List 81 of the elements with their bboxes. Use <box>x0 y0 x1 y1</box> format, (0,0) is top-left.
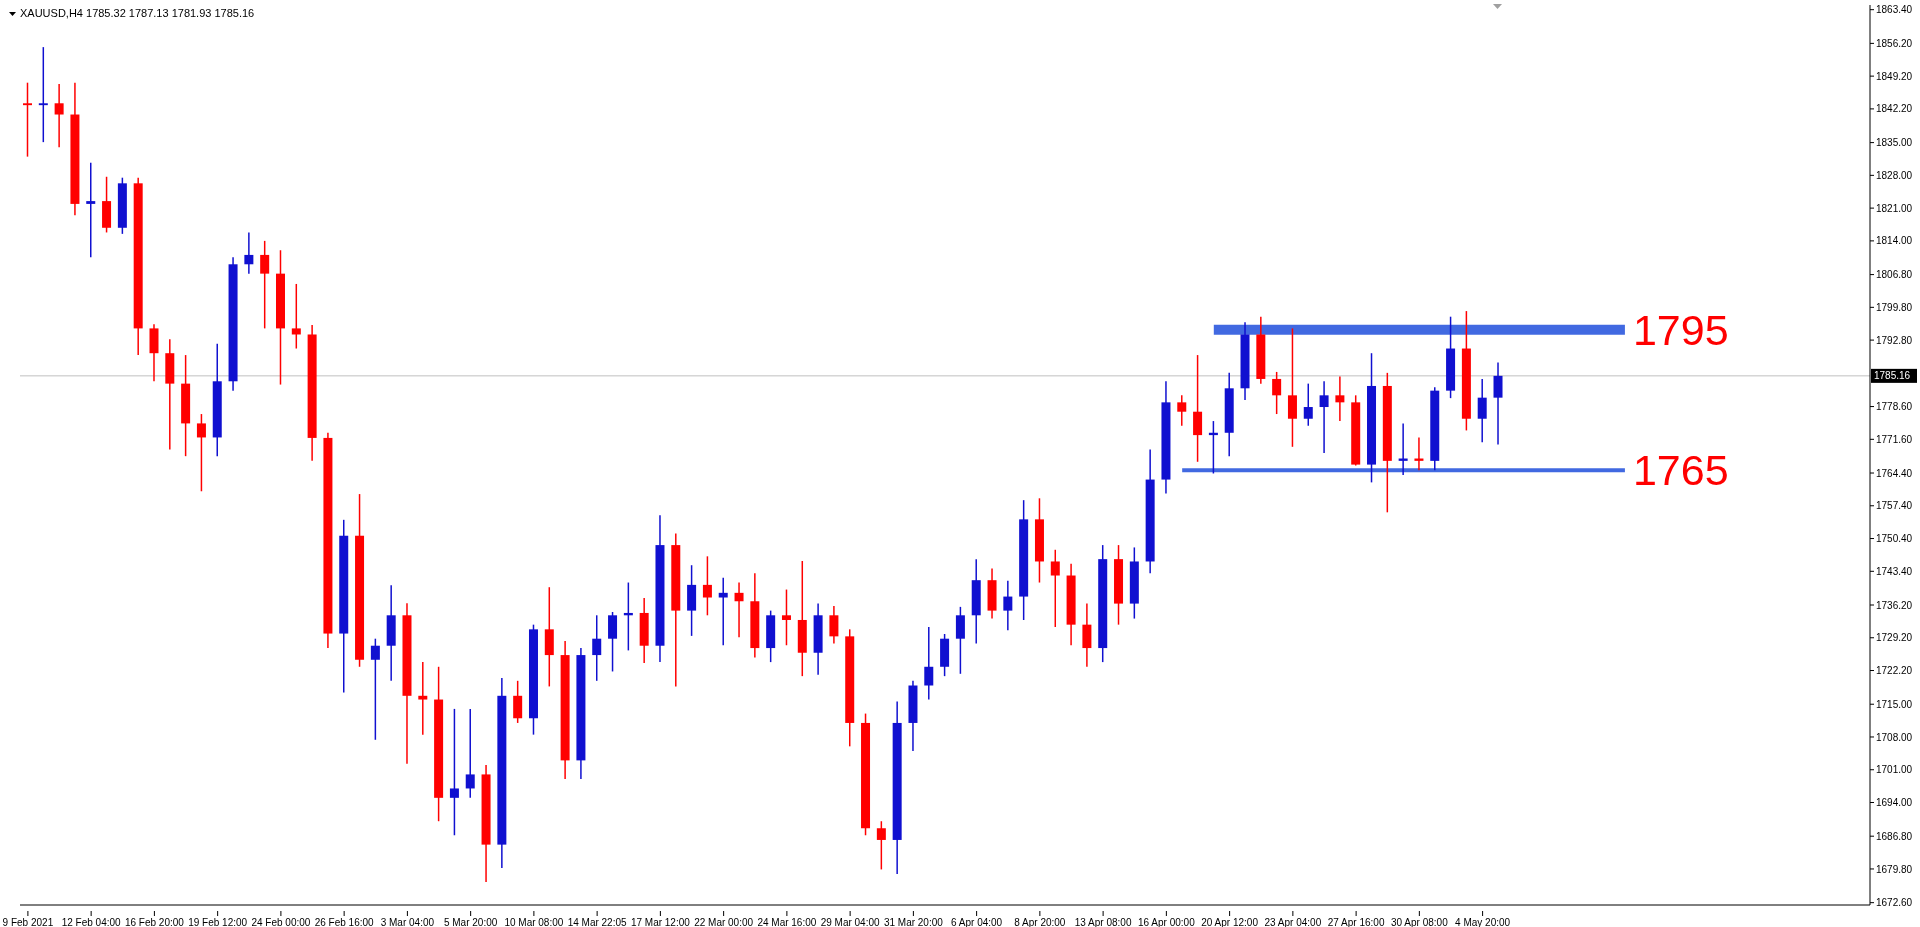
candlestick <box>924 626 934 701</box>
y-tick-label: 1828.00 <box>1876 169 1913 181</box>
x-tick-label: 22 Mar 00:00 <box>694 917 754 927</box>
x-tick-label: 10 Mar 08:00 <box>504 917 564 927</box>
x-tick-label: 14 Mar 22:05 <box>567 917 628 927</box>
x-tick-label: 29 Mar 04:00 <box>820 917 881 927</box>
chart-title: XAUUSD,H4 1785.32 1787.13 1781.93 1785.16 <box>20 7 255 20</box>
y-tick-label: 1679.80 <box>1876 863 1913 875</box>
y-tick-label: 1821.00 <box>1876 202 1913 214</box>
x-tick-label: 9 Feb 2021 <box>2 917 54 927</box>
candlestick <box>1303 382 1313 427</box>
candlestick <box>23 81 32 158</box>
x-tick-label: 17 Mar 12:00 <box>630 917 691 927</box>
candlestick <box>1177 394 1187 427</box>
candlestick <box>955 606 965 675</box>
y-tick-label: 1750.40 <box>1876 533 1913 545</box>
y-tick-label: 1757.40 <box>1876 500 1913 512</box>
candlestick <box>608 611 618 673</box>
candlestick <box>260 240 270 330</box>
candlestick <box>1477 378 1487 443</box>
y-tick-label: 1778.60 <box>1876 401 1913 413</box>
x-tick-label: 31 Mar 20:00 <box>883 917 944 927</box>
y-tick-label: 1686.80 <box>1876 830 1913 842</box>
candlestick <box>1319 380 1329 454</box>
y-tick-label: 1694.00 <box>1876 797 1913 809</box>
candlestick <box>1287 327 1297 448</box>
y-tick-label: 1722.20 <box>1876 665 1913 677</box>
y-tick-label: 1842.20 <box>1876 103 1913 115</box>
y-tick-label: 1799.80 <box>1876 301 1913 313</box>
candlestick <box>513 680 523 724</box>
y-tick-label: 1863.40 <box>1876 4 1913 16</box>
x-tick-label: 16 Feb 20:00 <box>124 917 185 927</box>
candlestick <box>829 605 839 645</box>
candlestick <box>1335 375 1345 422</box>
ref-line-label: 1765 <box>1632 446 1729 495</box>
y-tick-label: 1729.20 <box>1876 632 1913 644</box>
candlestick <box>449 708 459 837</box>
y-tick-label: 1814.00 <box>1876 235 1913 247</box>
candlestick <box>86 161 96 259</box>
x-tick-label: 3 Mar 04:00 <box>380 917 435 927</box>
candlestick <box>418 661 428 736</box>
y-tick-label: 1792.80 <box>1876 334 1913 346</box>
x-tick-label: 24 Feb 00:00 <box>251 917 311 927</box>
candlestick <box>1082 602 1092 668</box>
y-tick-label: 1743.40 <box>1876 565 1913 577</box>
x-tick-label: 26 Feb 16:00 <box>314 917 375 927</box>
x-tick-label: 19 Feb 12:00 <box>188 917 248 927</box>
y-tick-label: 1764.40 <box>1876 467 1913 479</box>
candlestick <box>592 614 602 682</box>
candlestick <box>465 708 475 799</box>
y-tick-label: 1672.60 <box>1876 897 1913 909</box>
x-tick-label: 5 Mar 20:00 <box>443 917 498 927</box>
y-tick-label: 1806.80 <box>1876 269 1913 281</box>
ref-line-label: 1785.16 <box>1874 370 1911 382</box>
candlestick <box>1493 361 1503 446</box>
y-tick-label: 1856.20 <box>1876 37 1913 49</box>
y-tick-label: 1708.00 <box>1876 731 1913 743</box>
y-tick-label: 1736.20 <box>1876 599 1913 611</box>
candlestick <box>370 637 380 741</box>
candlestick <box>38 46 48 143</box>
x-tick-label: 12 Feb 04:00 <box>61 917 122 927</box>
y-tick-label: 1849.20 <box>1876 70 1913 82</box>
candlestick <box>702 555 712 617</box>
y-tick-label: 1715.00 <box>1876 698 1913 710</box>
candlestick <box>1272 371 1282 415</box>
candlestick <box>876 820 886 871</box>
candlestick <box>718 577 728 646</box>
candlestick <box>1193 354 1203 463</box>
candlestick <box>54 83 64 149</box>
candlestick <box>196 413 206 493</box>
candlestick <box>734 581 744 639</box>
y-tick-label: 1701.00 <box>1876 764 1913 776</box>
y-tick-label: 1835.00 <box>1876 137 1913 149</box>
candlestick <box>244 231 254 275</box>
ref-line-label: 1795 <box>1632 305 1729 354</box>
candlestick <box>291 283 301 350</box>
candlestick <box>1050 549 1060 628</box>
x-tick-label: 24 Mar 16:00 <box>757 917 817 927</box>
candlestick <box>1003 579 1013 632</box>
candlestick <box>781 588 791 646</box>
y-tick-label: 1771.60 <box>1876 433 1913 445</box>
